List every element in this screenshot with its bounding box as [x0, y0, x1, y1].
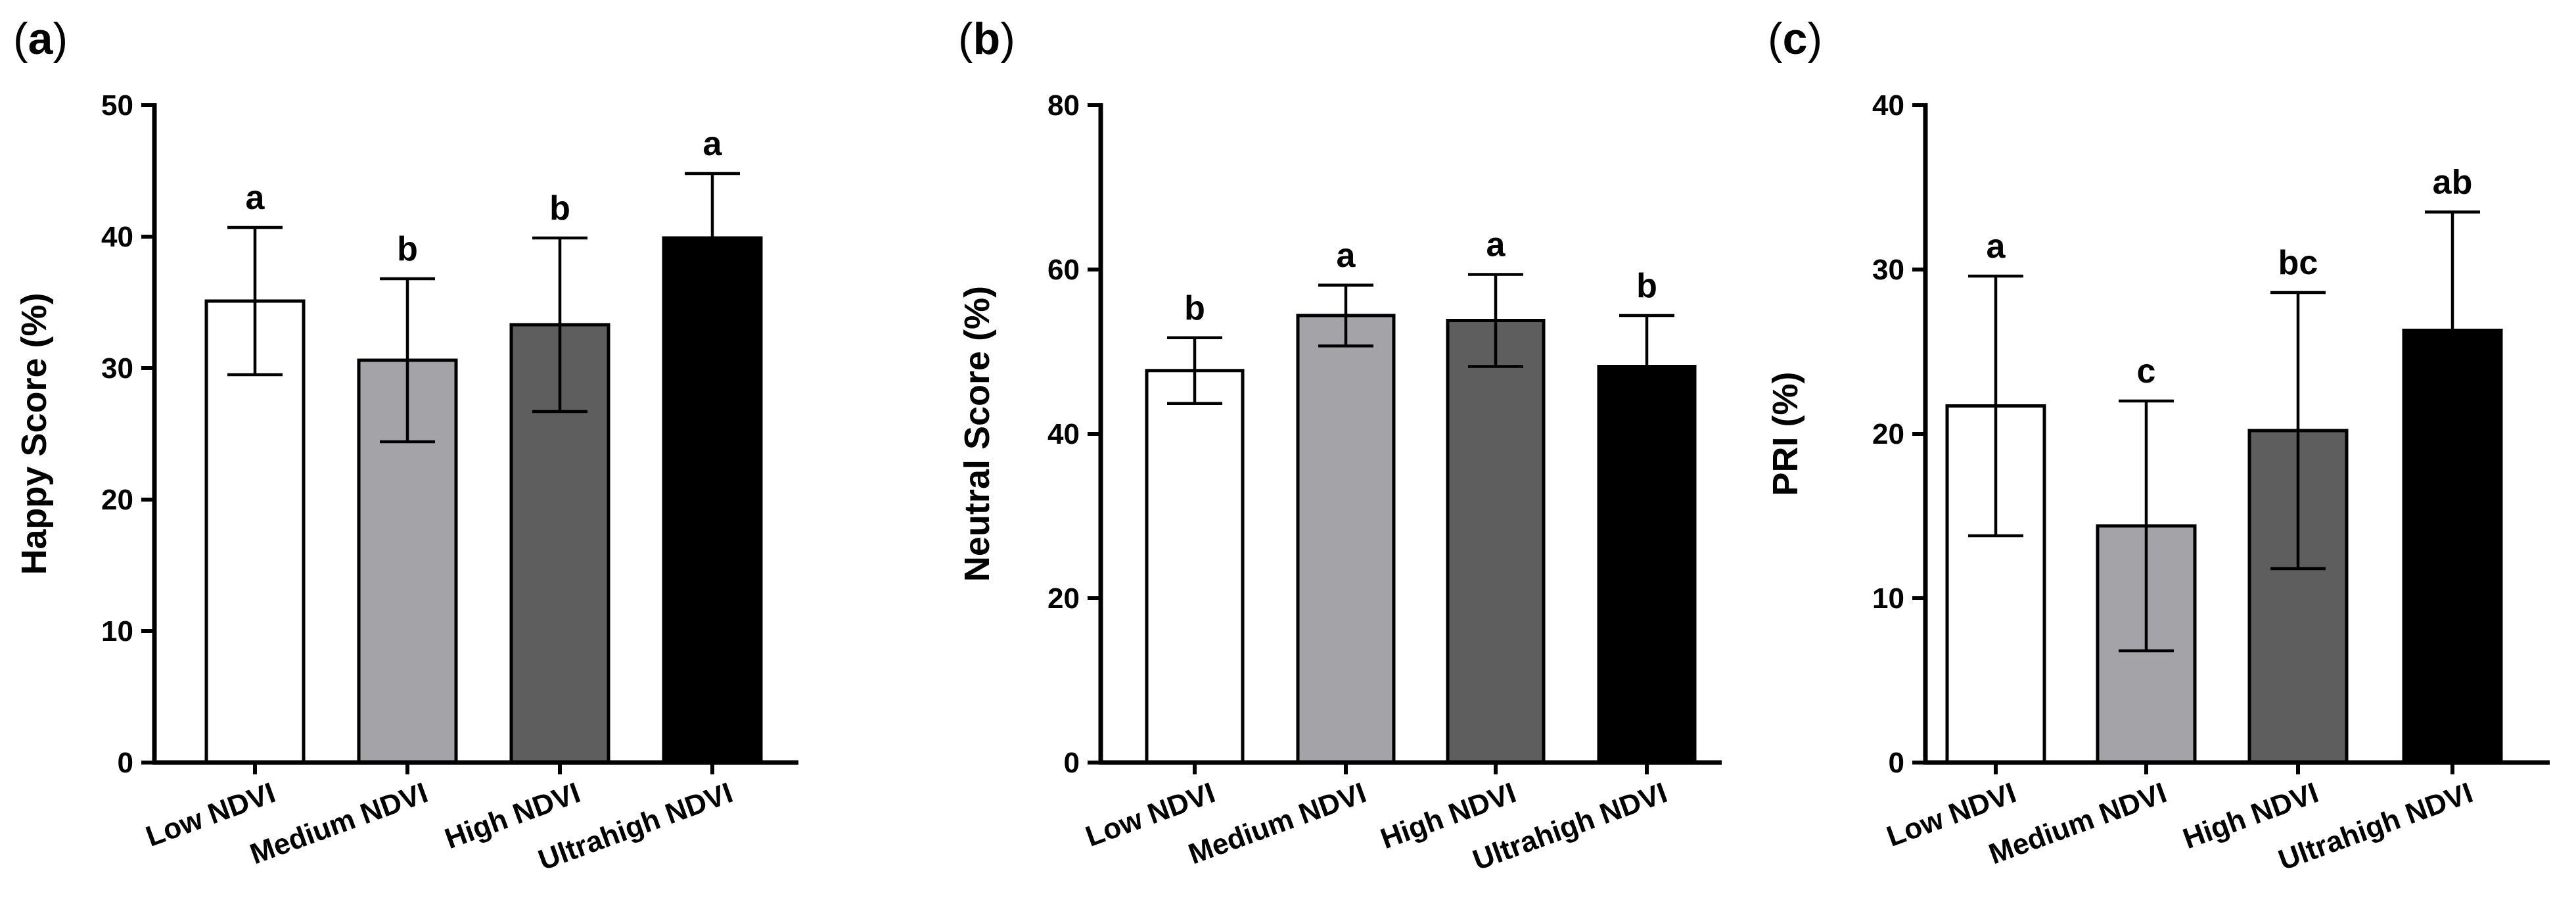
error-bar-c-2 [2119, 399, 2174, 653]
error-bar-c-1 [1968, 274, 2023, 538]
panel-label-c: (c) [1768, 14, 1822, 64]
bar-a-4 [662, 236, 763, 765]
y-tick-label-b-2: 40 [1047, 418, 1080, 450]
y-tick-label-b-1: 20 [1047, 582, 1080, 615]
panel-label-a: (a) [13, 14, 68, 64]
y-tick-label-c-2: 20 [1872, 418, 1904, 450]
error-bar-a-1 [227, 225, 283, 377]
significance-label-b-3: a [1486, 226, 1506, 264]
error-bar-b-2 [1318, 283, 1373, 348]
y-tick-label-c-4: 40 [1872, 89, 1904, 122]
significance-label-a-4: a [703, 125, 723, 163]
bar-a-1 [204, 299, 306, 765]
y-tick-label-a-5: 50 [101, 89, 133, 122]
error-bar-a-3 [532, 236, 587, 413]
bar-b-2 [1296, 314, 1396, 765]
error-bar-c-3 [2270, 291, 2326, 571]
y-tick-label-b-0: 0 [1064, 747, 1080, 779]
significance-label-b-2: a [1337, 237, 1356, 275]
significance-label-b-4: b [1636, 267, 1657, 305]
y-tick-label-a-4: 40 [101, 221, 133, 253]
y-tick-label-b-3: 60 [1047, 254, 1080, 286]
bar-b-3 [1446, 319, 1546, 765]
y-tick-label-c-1: 10 [1872, 582, 1904, 615]
error-bar-b-3 [1468, 273, 1523, 368]
error-bar-b-4 [1619, 314, 1674, 419]
error-bar-c-4 [2425, 210, 2480, 450]
y-tick-label-c-3: 30 [1872, 254, 1904, 286]
y-tick-label-c-0: 0 [1889, 747, 1904, 779]
error-bar-a-4 [685, 172, 740, 304]
significance-label-a-3: b [549, 189, 570, 227]
y-axis-title-b: Neutral Score (%) [957, 286, 997, 582]
bar-b-1 [1145, 369, 1245, 765]
y-axis-title-c: PRI (%) [1766, 372, 1805, 496]
y-tick-label-a-3: 30 [101, 352, 133, 385]
error-bar-a-2 [380, 277, 435, 444]
significance-label-c-1: a [1987, 227, 2006, 266]
significance-label-b-1: b [1184, 289, 1205, 327]
panel-label-b: (b) [958, 14, 1015, 64]
bar-b-4 [1597, 365, 1697, 765]
y-axis-title-a: Happy Score (%) [14, 293, 54, 575]
significance-label-a-1: a [246, 179, 265, 217]
significance-label-c-4: ab [2433, 164, 2473, 202]
significance-label-c-3: bc [2278, 244, 2318, 282]
y-tick-label-a-2: 20 [101, 484, 133, 516]
significance-label-a-2: b [397, 230, 418, 268]
x-tick-label-a-2: Medium NDVI [246, 776, 432, 870]
y-tick-label-b-4: 80 [1047, 89, 1080, 122]
y-tick-label-a-0: 0 [118, 747, 133, 779]
significance-label-c-2: c [2137, 352, 2156, 390]
error-bar-b-1 [1167, 336, 1222, 405]
y-tick-label-a-1: 10 [101, 615, 133, 648]
